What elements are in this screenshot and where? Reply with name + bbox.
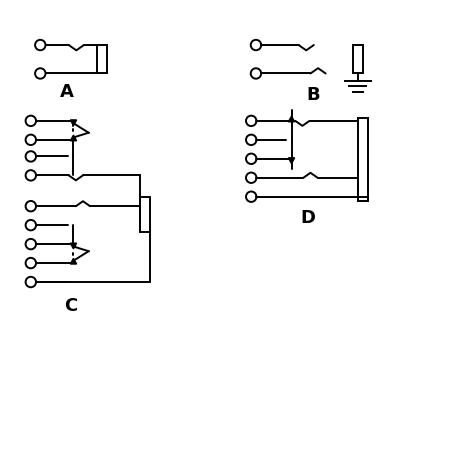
Polygon shape — [288, 116, 295, 122]
Text: B: B — [306, 86, 319, 104]
Bar — [97, 45, 107, 73]
Text: C: C — [64, 297, 78, 315]
Text: A: A — [59, 83, 73, 101]
Bar — [353, 45, 363, 73]
Bar — [140, 197, 150, 232]
Polygon shape — [70, 120, 77, 126]
Polygon shape — [70, 135, 77, 141]
Polygon shape — [70, 243, 77, 249]
Polygon shape — [70, 258, 77, 264]
Text: D: D — [301, 209, 316, 227]
Polygon shape — [288, 158, 295, 164]
Bar — [358, 118, 368, 201]
